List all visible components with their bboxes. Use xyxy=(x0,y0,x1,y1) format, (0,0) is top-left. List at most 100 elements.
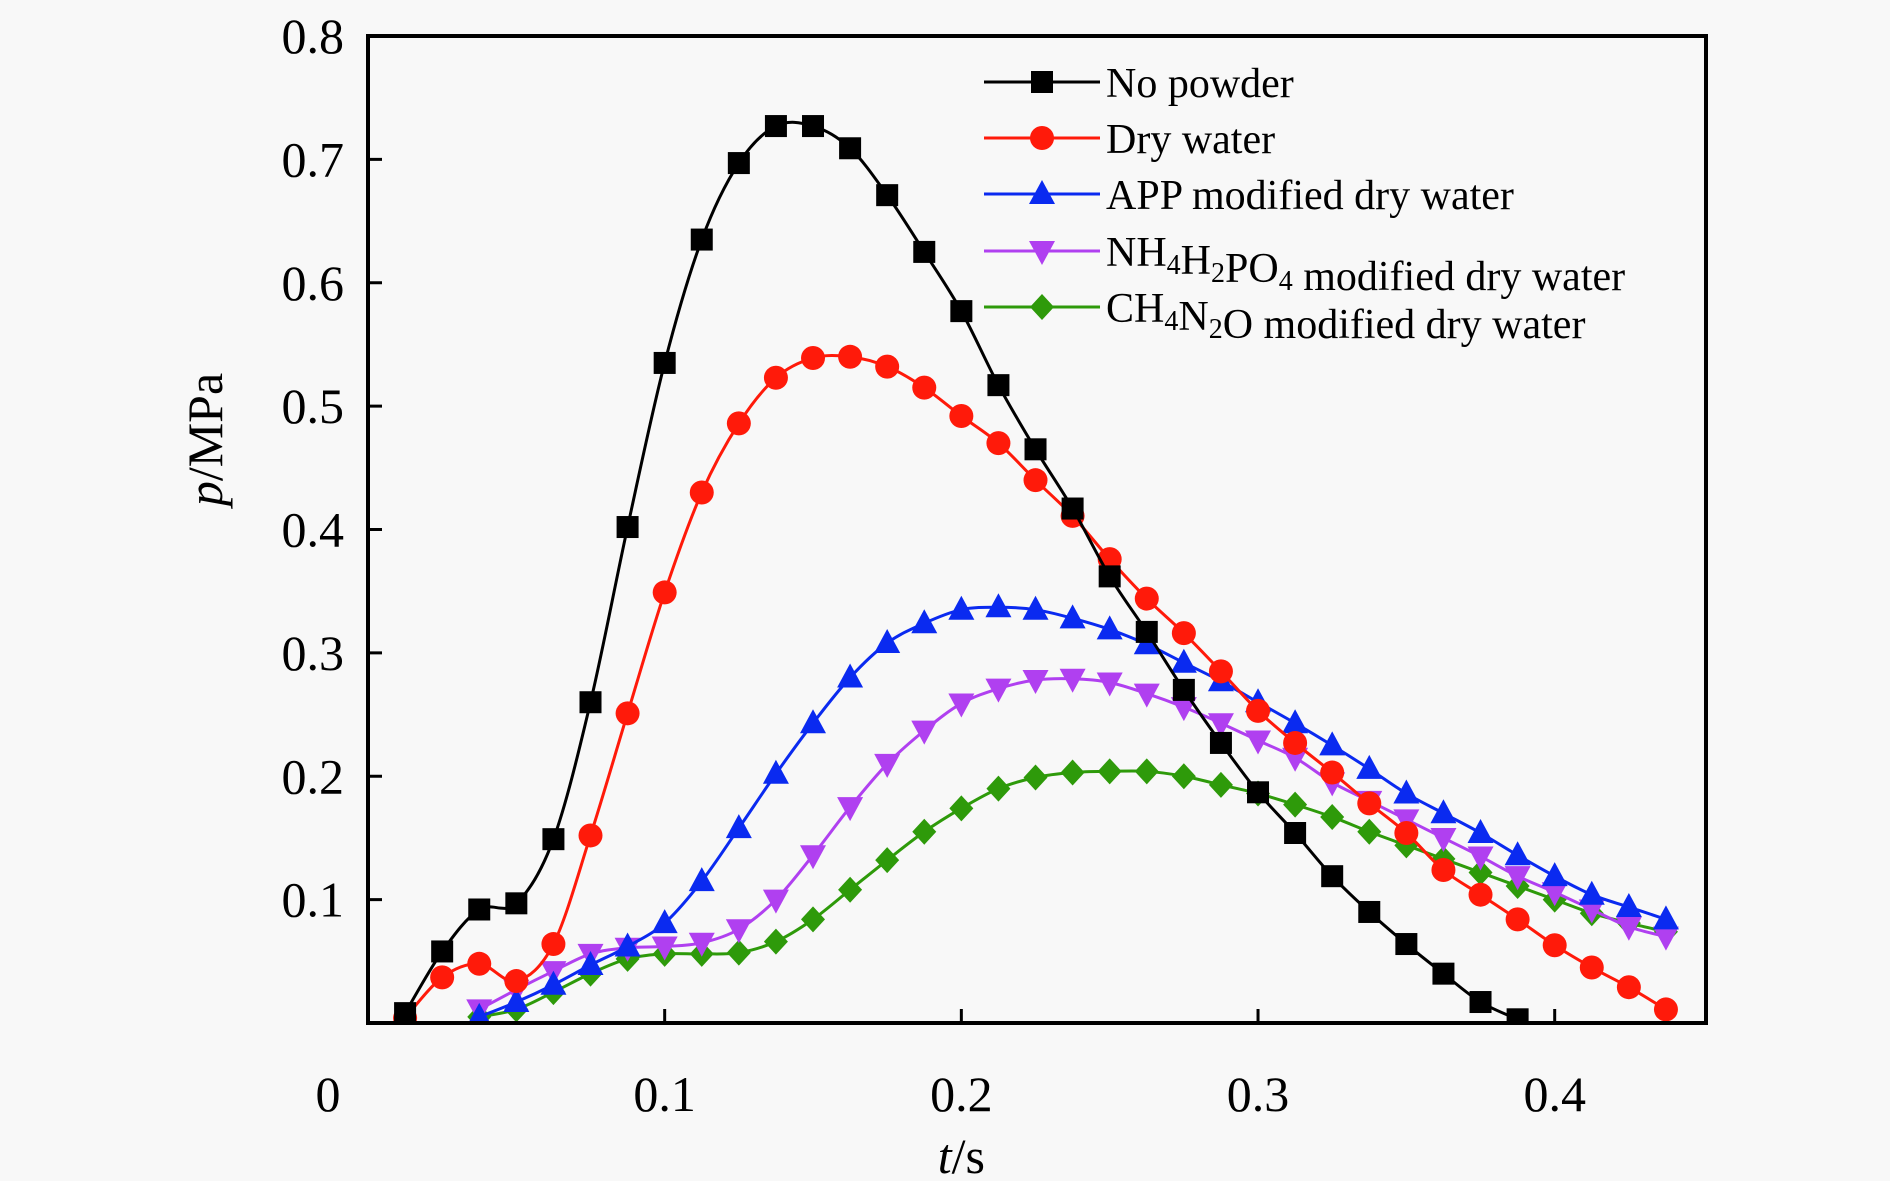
data-point-dry-water xyxy=(1616,975,1641,1000)
data-point-no-powder xyxy=(950,300,973,323)
series-line-nh4h2po4-modified-dry-water xyxy=(478,677,1667,1011)
data-point-ch4n2o-modified-dry-water xyxy=(912,818,937,845)
data-point-app-modified-dry-water xyxy=(1356,754,1383,779)
data-point-dry-water xyxy=(578,823,603,848)
y-tick-label: 0.5 xyxy=(282,378,345,434)
data-point-no-powder xyxy=(690,228,713,251)
data-point-dry-water xyxy=(949,403,974,428)
data-point-no-powder xyxy=(1247,781,1270,804)
data-point-nh4h2po4-modified-dry-water xyxy=(1430,827,1457,852)
data-point-ch4n2o-modified-dry-water xyxy=(726,939,751,966)
legend-item-nh4h2po4-modified-dry-water: NH4H2PO4 modified dry water xyxy=(984,230,1625,300)
data-point-app-modified-dry-water xyxy=(1022,595,1049,620)
data-point-no-powder xyxy=(839,137,862,160)
data-point-ch4n2o-modified-dry-water xyxy=(1320,803,1345,830)
legend-label: Dry water xyxy=(1106,117,1275,163)
data-point-dry-water xyxy=(726,411,751,436)
x-tick-label: 0.3 xyxy=(1227,1066,1290,1122)
data-point-dry-water xyxy=(541,932,566,957)
data-point-no-powder xyxy=(764,115,787,138)
data-point-dry-water xyxy=(430,965,455,990)
data-point-no-powder xyxy=(653,351,676,374)
data-point-no-powder xyxy=(1172,678,1195,701)
y-axis-title-var: p xyxy=(177,481,233,509)
data-point-no-powder xyxy=(727,152,750,175)
legend-item-app-modified-dry-water: APP modified dry water xyxy=(984,173,1514,219)
data-point-nh4h2po4-modified-dry-water xyxy=(688,932,715,957)
data-point-ch4n2o-modified-dry-water xyxy=(1023,764,1048,791)
data-point-no-powder xyxy=(913,240,936,263)
data-point-app-modified-dry-water xyxy=(1615,893,1642,918)
data-point-app-modified-dry-water xyxy=(1319,731,1346,756)
data-point-dry-water xyxy=(1468,882,1493,907)
data-point-nh4h2po4-modified-dry-water xyxy=(1578,899,1605,924)
data-point-no-powder xyxy=(1358,900,1381,923)
data-point-dry-water xyxy=(875,354,900,379)
data-point-no-powder xyxy=(1395,933,1418,956)
y-tick-label: 0.7 xyxy=(282,131,345,187)
legend-item-dry-water: Dry water xyxy=(984,117,1275,163)
data-point-app-modified-dry-water xyxy=(800,709,827,734)
data-point-no-powder xyxy=(1209,731,1232,754)
data-point-app-modified-dry-water xyxy=(911,609,938,634)
data-point-dry-water xyxy=(1283,730,1308,755)
data-point-app-modified-dry-water xyxy=(985,593,1012,618)
data-point-dry-water xyxy=(1579,955,1604,980)
data-point-ch4n2o-modified-dry-water xyxy=(838,876,863,903)
y-tick-label: 0.8 xyxy=(282,8,345,64)
data-point-app-modified-dry-water xyxy=(725,814,752,839)
y-tick-label: 0.1 xyxy=(282,872,345,928)
data-point-dry-water xyxy=(615,701,640,726)
legend-item-no-powder: No powder xyxy=(984,61,1294,107)
legend-marker xyxy=(1030,294,1054,320)
data-point-no-powder xyxy=(1432,962,1455,985)
data-point-dry-water xyxy=(1394,821,1419,846)
y-tick-label: 0.6 xyxy=(282,255,345,311)
data-point-dry-water xyxy=(1357,791,1382,816)
data-point-dry-water xyxy=(801,346,826,371)
legend-marker xyxy=(1030,126,1054,150)
series-dry-water xyxy=(393,344,1678,1023)
data-point-no-powder xyxy=(1098,565,1121,588)
data-point-nh4h2po4-modified-dry-water xyxy=(651,936,678,961)
data-point-no-powder xyxy=(987,374,1010,397)
data-point-no-powder xyxy=(1061,497,1084,520)
data-point-app-modified-dry-water xyxy=(1652,905,1679,930)
series-layer xyxy=(393,115,1679,1023)
y-tick-label: 0.2 xyxy=(282,748,345,804)
x-tick-label: 0 xyxy=(316,1066,341,1122)
data-point-no-powder xyxy=(579,691,602,714)
series-ch4n2o-modified-dry-water xyxy=(467,758,1678,1023)
data-point-dry-water xyxy=(1505,907,1530,932)
x-tick-label: 0.1 xyxy=(633,1066,696,1122)
data-point-app-modified-dry-water xyxy=(762,759,789,784)
y-tick-label: 0.3 xyxy=(282,625,345,681)
data-point-dry-water xyxy=(763,365,788,390)
x-tick-label: 0.2 xyxy=(930,1066,993,1122)
data-point-nh4h2po4-modified-dry-water xyxy=(948,693,975,718)
data-point-app-modified-dry-water xyxy=(1096,615,1123,640)
data-point-nh4h2po4-modified-dry-water xyxy=(1652,926,1679,951)
data-point-no-powder xyxy=(431,940,454,963)
data-point-nh4h2po4-modified-dry-water xyxy=(837,797,864,822)
data-point-nh4h2po4-modified-dry-water xyxy=(1170,697,1197,722)
data-point-ch4n2o-modified-dry-water xyxy=(986,775,1011,802)
data-point-dry-water xyxy=(1134,586,1159,611)
data-point-app-modified-dry-water xyxy=(468,1002,491,1023)
x-axis-title: t/s xyxy=(938,1128,985,1181)
data-point-app-modified-dry-water xyxy=(1282,709,1309,734)
data-point-app-modified-dry-water xyxy=(688,867,715,892)
data-point-nh4h2po4-modified-dry-water xyxy=(874,753,901,778)
data-point-ch4n2o-modified-dry-water xyxy=(1208,771,1233,798)
data-point-ch4n2o-modified-dry-water xyxy=(801,906,826,933)
y-axis-title: p/MPa xyxy=(177,373,233,509)
data-point-app-modified-dry-water xyxy=(614,932,641,957)
data-point-dry-water xyxy=(912,375,937,400)
data-point-dry-water xyxy=(1542,933,1567,958)
data-point-no-powder xyxy=(1321,865,1344,888)
data-point-no-powder xyxy=(1024,438,1047,461)
data-point-nh4h2po4-modified-dry-water xyxy=(1245,730,1272,755)
data-point-nh4h2po4-modified-dry-water xyxy=(911,720,938,745)
data-point-dry-water xyxy=(986,431,1011,456)
legend-marker xyxy=(1029,241,1055,265)
